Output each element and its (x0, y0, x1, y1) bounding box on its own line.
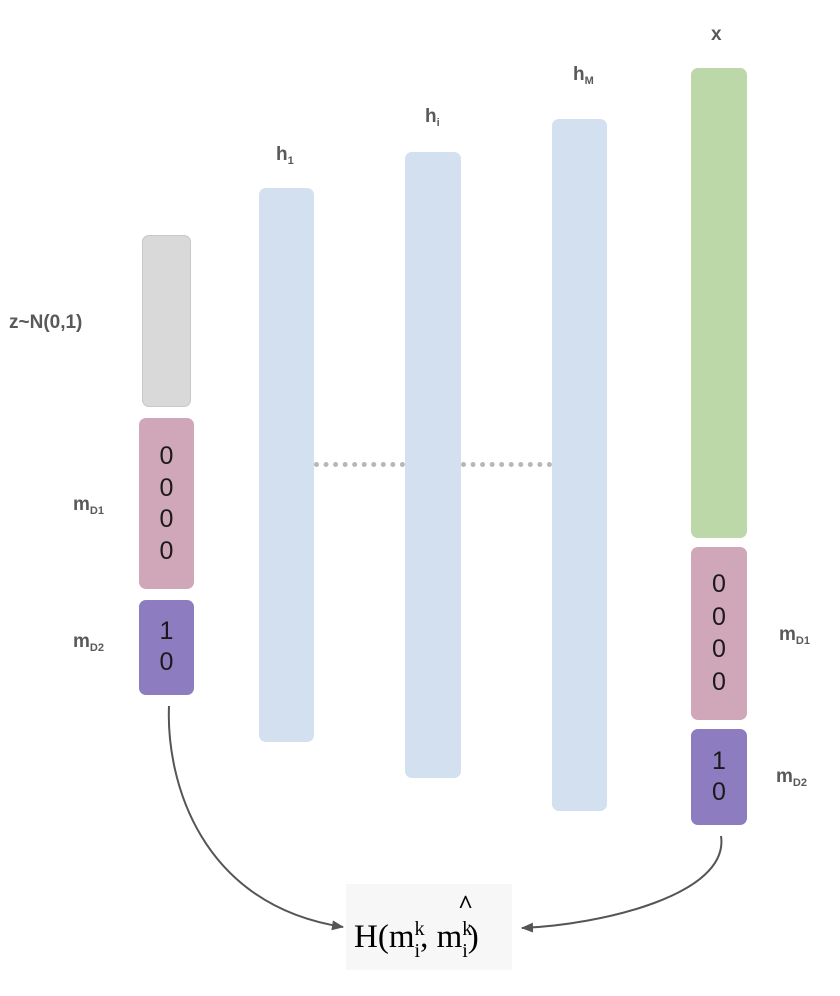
mD1-left-value: 0 (159, 537, 174, 566)
label-hM: hM (573, 64, 594, 87)
mD2-left-box (139, 600, 194, 695)
label-hM-base: h (573, 64, 585, 85)
hat-symbol: ^ (458, 890, 474, 919)
mD1-right-value: 0 (712, 602, 726, 631)
dotted-connector-1 (314, 462, 405, 467)
mD1-right-value: 0 (712, 667, 726, 696)
noise-input-box (142, 235, 191, 407)
label-mD1-right-sub: D1 (795, 635, 810, 647)
label-z: z~N(0,1) (9, 312, 83, 333)
formula-close: ) (467, 919, 479, 955)
label-mD2-left-base: m (73, 631, 90, 652)
label-mD1-left-base: m (73, 494, 90, 515)
mD1-left-value: 0 (159, 505, 174, 534)
mD2-right-value: 1 (712, 747, 726, 775)
mD2-left-value: 0 (159, 648, 174, 676)
mD1-right-value: 0 (712, 635, 726, 664)
label-h1-base: h (276, 144, 288, 165)
mD1-left-values: 0 0 0 0 (139, 437, 194, 571)
formula-sup-1: k (414, 918, 425, 940)
label-h1: h1 (276, 144, 294, 167)
label-hi: hi (425, 106, 440, 129)
mD1-left-value: 0 (159, 473, 174, 502)
formula-sup-2: k (462, 918, 473, 940)
formula-expression: H(mki, mki) (354, 918, 479, 962)
mD1-left-box (139, 418, 194, 589)
label-mD1-right: mD1 (779, 624, 810, 647)
label-x: x (711, 24, 722, 45)
mD2-left-values: 1 0 (139, 613, 194, 681)
mD2-right-box (691, 729, 747, 825)
formula-open: H(m (354, 919, 415, 955)
label-hi-base: h (425, 106, 437, 127)
hidden-layer-hM (552, 119, 607, 811)
output-x-box (691, 68, 747, 538)
mD2-right-values: 1 0 (691, 743, 747, 811)
label-mD1-left-sub: D1 (89, 505, 104, 517)
label-h1-sub: 1 (287, 155, 294, 167)
mD1-left-value: 0 (159, 441, 174, 470)
loss-formula: ^ H(mki, mki) (346, 884, 512, 970)
arrow-left-to-formula (167, 705, 344, 931)
mD1-right-box (691, 547, 747, 720)
mD1-right-values: 0 0 0 0 (691, 565, 747, 702)
hidden-layer-h1 (259, 188, 314, 742)
label-mD1-right-base: m (779, 624, 796, 645)
label-mD2-right: mD2 (776, 766, 807, 789)
formula-sub-1: i (414, 940, 421, 962)
mD2-right-value: 0 (712, 778, 726, 806)
label-mD1-left: mD1 (73, 494, 104, 517)
hidden-layer-hi (405, 152, 461, 778)
arrow-right-to-formula (521, 835, 723, 933)
label-hM-sub: M (584, 75, 594, 87)
mD2-left-value: 1 (159, 617, 174, 645)
label-mD2-right-base: m (776, 766, 793, 787)
dotted-connector-2 (461, 462, 552, 467)
formula-sub-2: i (462, 940, 468, 962)
label-mD2-left-sub: D2 (89, 642, 104, 654)
formula-comma: , m (420, 919, 463, 955)
label-mD2-left: mD2 (73, 631, 104, 654)
mD1-right-value: 0 (712, 570, 726, 599)
label-hi-sub: i (436, 117, 440, 129)
label-mD2-right-sub: D2 (792, 777, 807, 789)
